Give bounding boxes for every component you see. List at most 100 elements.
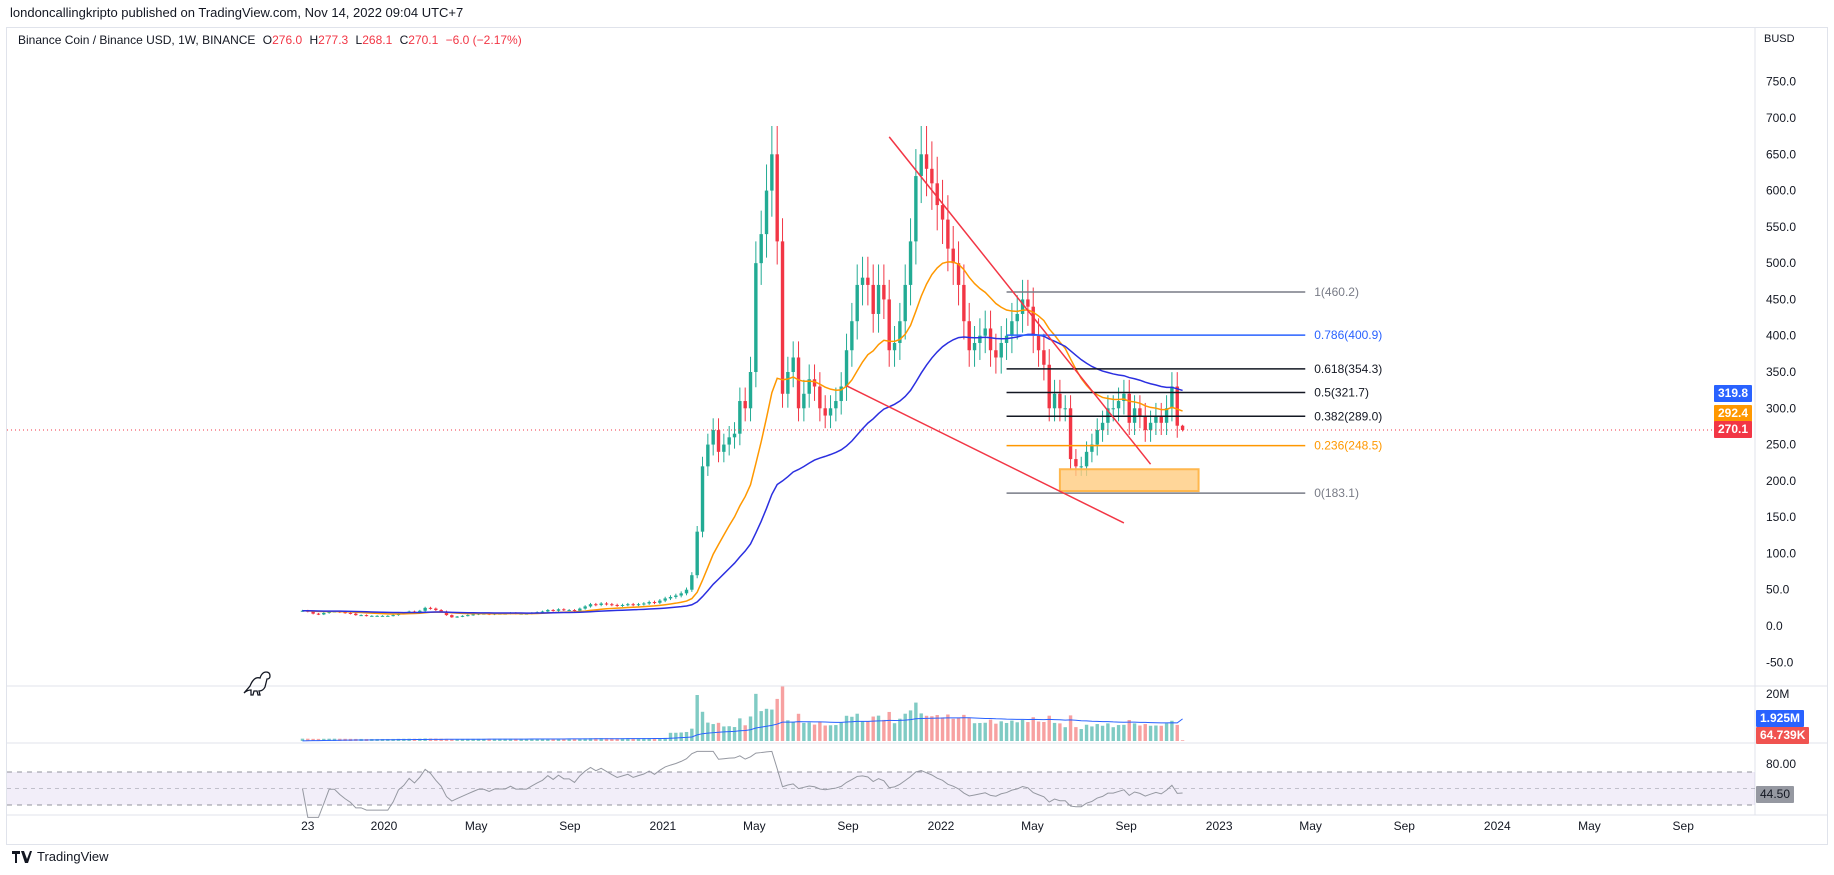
volume-bar xyxy=(1047,715,1051,741)
candle-body xyxy=(1042,350,1046,365)
candle-body xyxy=(684,589,689,594)
candle-body xyxy=(908,241,913,285)
volume-bar xyxy=(444,738,449,741)
candle-body xyxy=(434,608,438,611)
y-tick-label: -50.0 xyxy=(1766,655,1794,669)
volume-bar xyxy=(578,738,582,741)
fib-level-label: 0.618(354.3) xyxy=(1314,362,1382,376)
open-label: O xyxy=(262,33,273,47)
volume-bar xyxy=(1095,724,1099,741)
x-tick-label: May xyxy=(465,819,488,833)
volume-bar xyxy=(1170,720,1174,741)
candle-body xyxy=(1122,393,1126,402)
volume-bar xyxy=(1127,719,1131,741)
candle-body xyxy=(876,284,881,314)
volume-bar xyxy=(684,731,689,741)
candle-body xyxy=(690,575,694,590)
candle-body xyxy=(583,606,587,609)
fib-level-label: 0(183.1) xyxy=(1314,486,1359,500)
candle-body xyxy=(988,328,993,351)
volume-bar xyxy=(802,722,806,741)
candle-body xyxy=(1116,401,1121,409)
volume-bar xyxy=(300,738,305,741)
close-value: 270.1 xyxy=(408,33,439,47)
y-tick-label: 50.0 xyxy=(1766,583,1790,597)
candle-body xyxy=(919,154,923,177)
volume-bar xyxy=(583,738,587,741)
volume-bar xyxy=(322,738,326,741)
volume-bar xyxy=(519,738,523,741)
candle-body xyxy=(439,610,443,612)
volume-bar xyxy=(807,722,811,741)
candle-body xyxy=(994,350,998,358)
volume-bar xyxy=(951,718,955,741)
candle-body xyxy=(1031,306,1035,336)
volume-bar xyxy=(1148,725,1153,741)
y-tick-label: 450.0 xyxy=(1766,292,1796,306)
volume-bar xyxy=(860,721,865,741)
candle-body xyxy=(556,609,561,611)
close-label: C xyxy=(399,33,409,47)
candle-body xyxy=(1058,393,1062,409)
candle-body xyxy=(812,379,817,387)
candle-body xyxy=(706,444,710,467)
volume-bar xyxy=(482,738,486,741)
volume-bar xyxy=(540,738,545,741)
volume-bar xyxy=(327,738,331,741)
candle-body xyxy=(466,615,470,617)
y-tick-label: 650.0 xyxy=(1766,147,1796,161)
volume-bar xyxy=(796,713,801,741)
volume-bar xyxy=(850,716,854,741)
volume-bar xyxy=(908,710,913,741)
candle-body xyxy=(978,335,982,343)
y-tick-label: 100.0 xyxy=(1766,546,1796,560)
volume-bar xyxy=(1180,740,1185,741)
volume-bar xyxy=(1106,723,1110,741)
volume-bar xyxy=(690,728,694,741)
fib-level-label: 1(460.2) xyxy=(1314,285,1359,299)
last-price-tag: 270.1 xyxy=(1713,420,1752,438)
x-tick-label: 2023 xyxy=(1206,819,1233,833)
candle-body xyxy=(380,615,385,617)
x-tick-label: Sep xyxy=(1116,819,1138,833)
y-tick-label: 250.0 xyxy=(1766,438,1796,452)
candle-body xyxy=(962,284,966,322)
candle-body xyxy=(1047,364,1051,409)
volume-axis-label: 20M xyxy=(1766,687,1789,701)
candle-body xyxy=(1138,408,1142,416)
candle-body xyxy=(631,604,635,606)
volume-bar xyxy=(316,738,321,741)
volume-bar xyxy=(791,721,795,741)
fib-level-label: 0.5(321.7) xyxy=(1314,386,1369,400)
volume-bar xyxy=(439,738,443,741)
volume-bar xyxy=(524,738,529,741)
candle-body xyxy=(386,615,390,617)
symbol-title: Binance Coin / Binance USD, 1W, BINANCE xyxy=(18,33,256,47)
change-value: −6.0 (−2.17%) xyxy=(445,33,522,47)
volume-bar xyxy=(834,725,838,741)
volume-bar xyxy=(1020,719,1025,741)
x-tick-label: Sep xyxy=(1394,819,1416,833)
volume-bar xyxy=(567,738,571,741)
footer-brand[interactable]: TradingView xyxy=(12,849,109,864)
volume-bar xyxy=(887,711,891,741)
volume-bar xyxy=(732,727,737,741)
symbol-legend: Binance Coin / Binance USD, 1W, BINANCE … xyxy=(18,33,522,47)
candle-body xyxy=(807,379,811,394)
candle-body xyxy=(562,609,566,611)
brand-name: TradingView xyxy=(37,849,109,864)
candle-body xyxy=(786,372,790,394)
volume-bar xyxy=(1042,721,1046,741)
ema-slow-price-tag: 319.8 xyxy=(1713,384,1752,402)
volume-bar xyxy=(786,720,790,741)
volume-bar xyxy=(476,738,481,741)
volume-bar xyxy=(1026,722,1030,741)
volume-bar xyxy=(1084,724,1089,741)
candle-body xyxy=(1090,444,1094,452)
volume-bar xyxy=(855,713,859,741)
candle-body xyxy=(636,604,641,606)
candle-body xyxy=(780,241,785,394)
candle-body xyxy=(679,593,683,596)
candle-body xyxy=(364,615,369,617)
